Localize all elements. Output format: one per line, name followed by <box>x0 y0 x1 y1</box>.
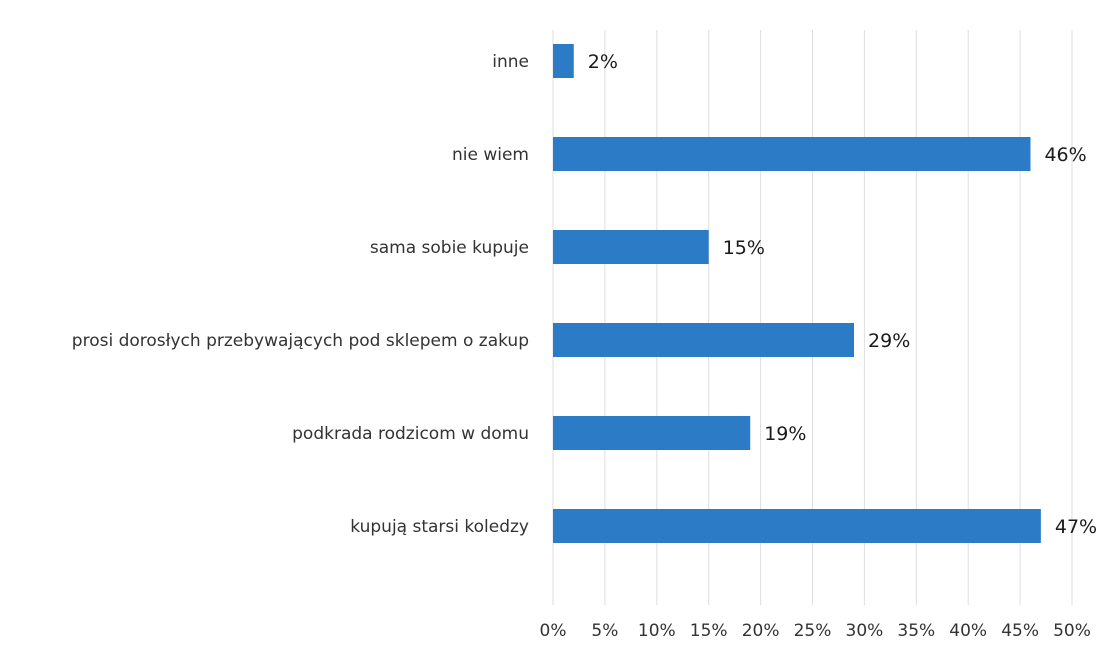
category-label: inne <box>492 52 529 72</box>
x-tick-label: 0% <box>540 621 567 641</box>
category-label: podkrada rodzicom w domu <box>292 424 529 444</box>
category-label: sama sobie kupuje <box>370 238 529 258</box>
bar <box>553 416 751 450</box>
category-labels: inne nie wiem sama sobie kupuje prosi doros… <box>72 52 529 537</box>
bar <box>553 44 574 78</box>
value-label: 15% <box>723 237 765 259</box>
category-label: prosi dorosłych przebywających pod sklep… <box>72 331 529 351</box>
bar <box>553 137 1031 171</box>
x-tick-label: 45% <box>1001 621 1039 641</box>
x-tick-label: 5% <box>591 621 618 641</box>
value-label: 19% <box>764 423 806 445</box>
bar <box>553 509 1041 543</box>
x-tick-label: 30% <box>846 621 884 641</box>
value-labels: 2% 46% 15% 29% 19% 47% <box>588 51 1097 538</box>
x-tick-label: 15% <box>690 621 728 641</box>
bar <box>553 230 709 264</box>
x-tick-label: 35% <box>897 621 935 641</box>
x-tick-label: 40% <box>949 621 987 641</box>
x-tick-label: 20% <box>742 621 780 641</box>
category-label: nie wiem <box>452 145 529 165</box>
bars <box>553 44 1041 543</box>
value-label: 2% <box>588 51 618 73</box>
category-label: kupują starsi koledzy <box>350 517 529 537</box>
bar <box>553 323 855 357</box>
x-tick-label: 10% <box>638 621 676 641</box>
value-label: 46% <box>1044 144 1086 166</box>
value-label: 47% <box>1055 516 1097 538</box>
value-label: 29% <box>868 330 910 352</box>
x-axis-tick-labels: 0% 5% 10% 15% 20% 25% 30% 35% 40% 45% 50% <box>540 621 1091 641</box>
x-tick-label: 25% <box>794 621 832 641</box>
x-tick-label: 50% <box>1053 621 1091 641</box>
